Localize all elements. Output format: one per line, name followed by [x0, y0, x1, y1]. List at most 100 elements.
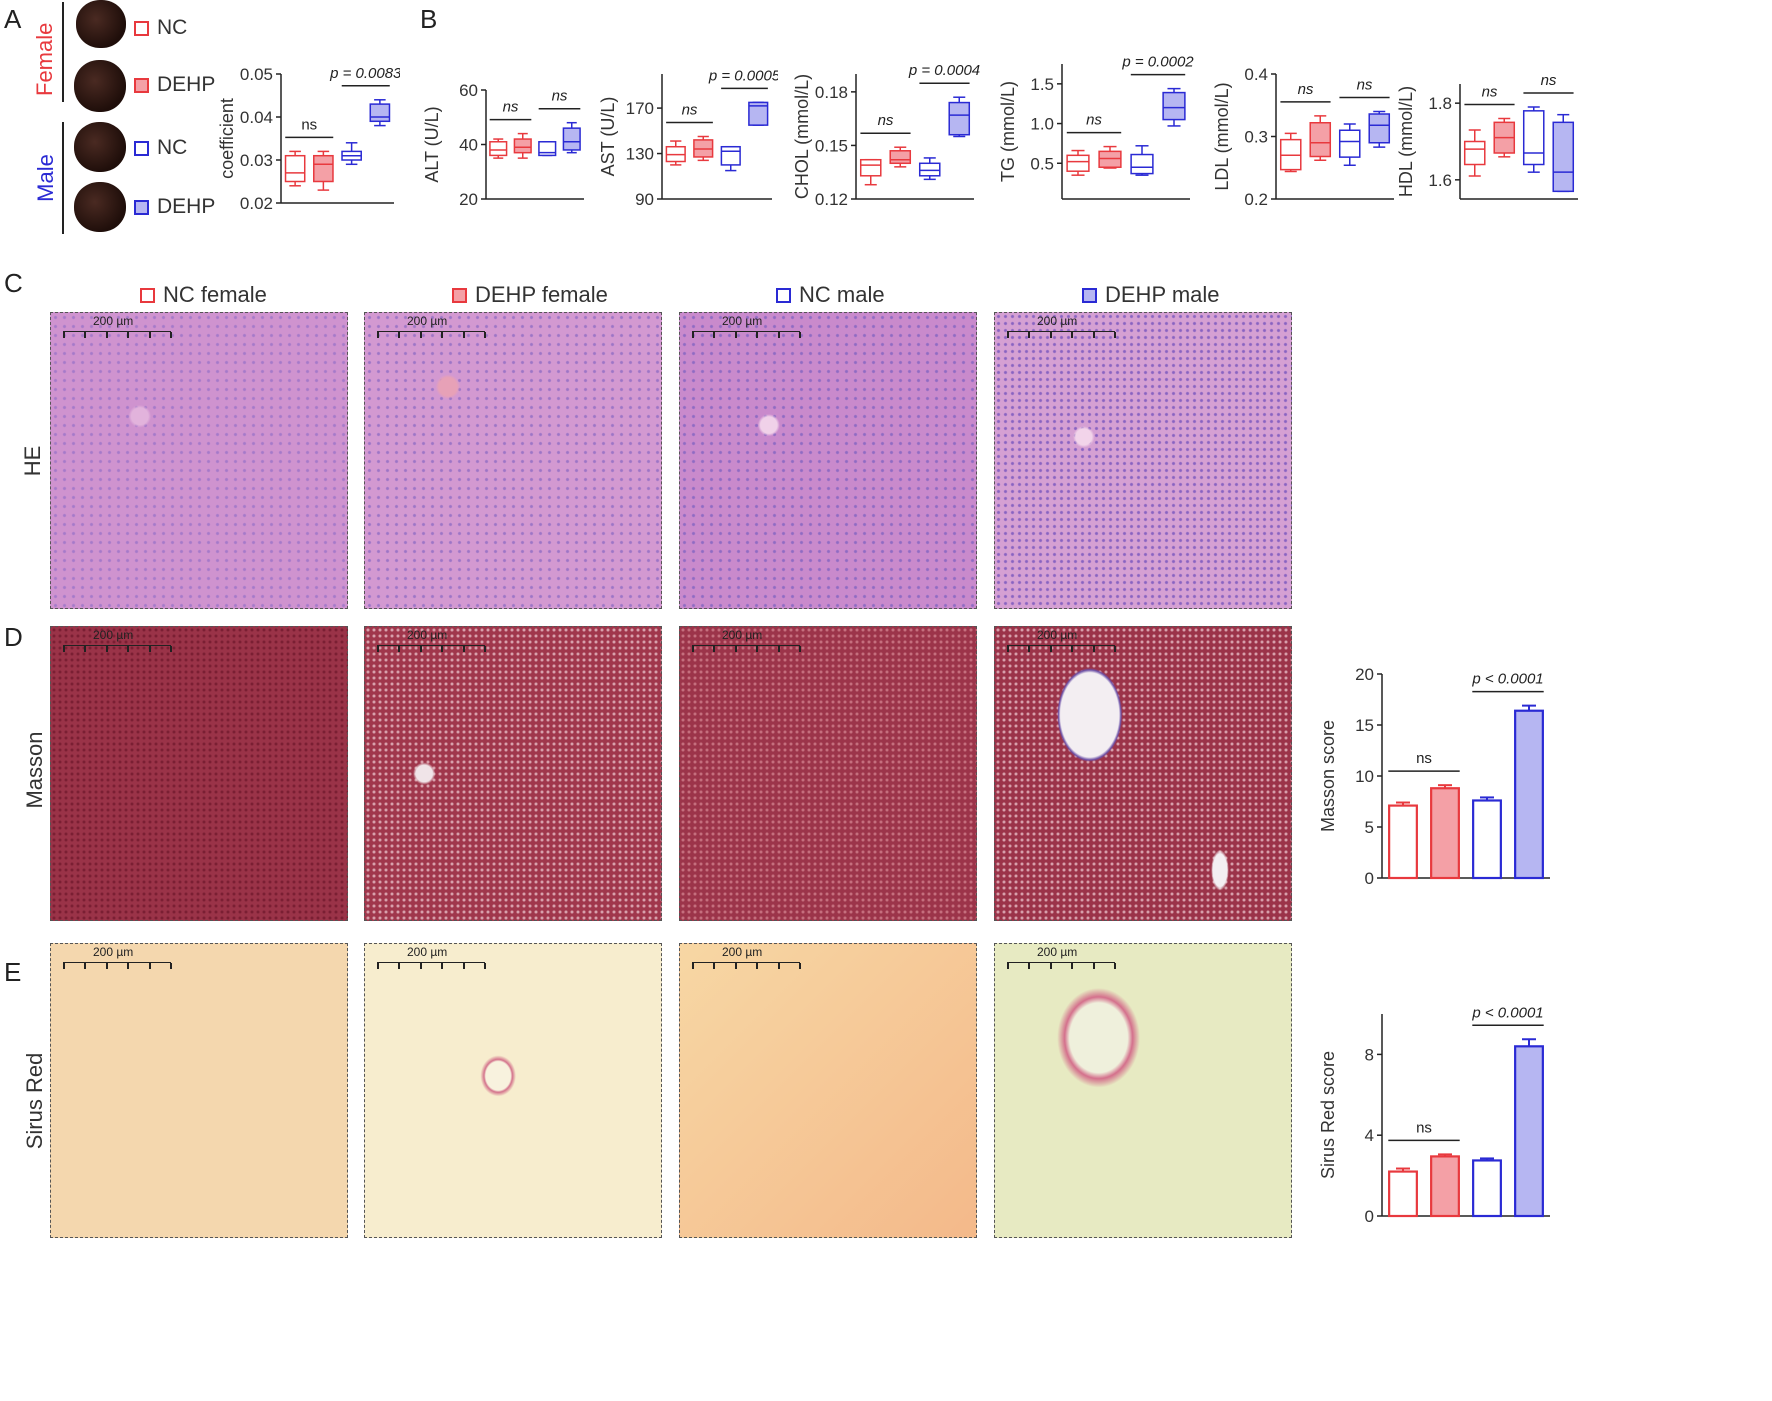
- y-tick-label: 0.15: [815, 136, 848, 155]
- legend-label: NC: [157, 136, 188, 159]
- significance-label: ns: [1541, 72, 1557, 89]
- y-tick-label: 1.6: [1428, 171, 1452, 190]
- y-tick-label: 0.05: [240, 65, 273, 84]
- female-label: Female: [32, 22, 57, 96]
- ast-box-chart: 90 130 170 AST (U/L) ns p = 0.0005: [598, 67, 778, 209]
- micrograph-sirus-nc-male: 200 µm: [679, 943, 977, 1238]
- micrograph-sirus-dehp-male: 200 µm: [994, 943, 1292, 1238]
- y-tick-label: 0.2: [1244, 190, 1268, 209]
- row-label-he: HE: [20, 445, 45, 477]
- scale-bar: 200 µm: [692, 945, 801, 973]
- significance-label: ns: [1416, 750, 1432, 767]
- box: [1522, 110, 1545, 166]
- micrograph-masson-nc-female: 200 µm: [50, 626, 348, 921]
- bar: [1514, 1045, 1544, 1218]
- significance-label: ns: [301, 116, 317, 133]
- scale-bar-label: 200 µm: [93, 945, 134, 959]
- panel-letter-a: A: [4, 4, 22, 34]
- micrograph-he-dehp-female: 200 µm: [364, 312, 662, 609]
- y-axis-label: AST (U/L): [598, 97, 618, 177]
- column-header-nc-female: NC female: [140, 282, 267, 308]
- y-tick-label: 0.3: [1244, 128, 1268, 147]
- y-tick-label: 60: [459, 81, 478, 100]
- micrograph-he-dehp-male: 200 µm: [994, 312, 1292, 609]
- legend-swatch: [140, 287, 155, 303]
- panel-letter-e: E: [4, 957, 22, 987]
- scale-bar-label: 200 µm: [93, 628, 134, 642]
- scale-bar-label: 200 µm: [1037, 945, 1078, 959]
- y-tick-label: 130: [626, 145, 654, 164]
- bar: [1472, 799, 1502, 880]
- legend-swatch: [1082, 287, 1097, 303]
- y-tick-label: 1.5: [1030, 75, 1054, 94]
- significance-label: ns: [682, 102, 698, 119]
- ldl-box-chart: 0.2 0.3 0.4 LDL (mmol/L) ns ns: [1212, 65, 1394, 209]
- scale-bar: 200 µm: [63, 945, 172, 973]
- legend-swatch: [776, 287, 791, 303]
- tg-box-chart: 0.5 1.0 1.5 TG (mmol/L) ns p = 0.0002: [998, 54, 1194, 200]
- legend-swatch: [134, 77, 149, 93]
- legend-male-dehp: DEHP: [134, 195, 215, 219]
- legend-female-nc: NC: [134, 16, 187, 40]
- scale-bar-label: 200 µm: [722, 314, 763, 328]
- legend-swatch: [134, 20, 149, 36]
- significance-label: ns: [1086, 112, 1102, 129]
- significance-label: ns: [552, 88, 568, 105]
- panel-letter-b: B: [420, 4, 438, 34]
- y-tick-label: 0.12: [815, 190, 848, 209]
- significance-label: ns: [1298, 81, 1314, 98]
- bar: [1430, 787, 1460, 880]
- sirus-red-score-bar-chart: 0 4 8 Sirus Red score ns p < 0.0001: [1318, 1004, 1550, 1226]
- y-axis-label: LDL (mmol/L): [1212, 82, 1232, 190]
- box: [313, 154, 334, 183]
- box: [1552, 121, 1575, 193]
- y-axis-label: HDL (mmol/L): [1396, 86, 1416, 197]
- box: [1338, 129, 1361, 158]
- scale-bar: 200 µm: [692, 314, 801, 342]
- scale-bar-label: 200 µm: [407, 945, 448, 959]
- y-tick-label: 90: [635, 190, 654, 209]
- box: [1130, 153, 1154, 175]
- female-bracket: [62, 2, 64, 102]
- y-tick-label: 8: [1365, 1045, 1374, 1064]
- micrograph-he-nc-female: 200 µm: [50, 312, 348, 609]
- box: [1066, 154, 1090, 172]
- scale-bar: 200 µm: [377, 945, 486, 973]
- y-axis-label: Sirus Red score: [1318, 1051, 1338, 1179]
- y-axis-label: TG (mmol/L): [998, 81, 1018, 182]
- box: [489, 141, 508, 157]
- significance-label: p < 0.0001: [1471, 1004, 1543, 1021]
- significance-label: p = 0.0004: [908, 62, 980, 79]
- y-tick-label: 1.8: [1428, 94, 1452, 113]
- scale-bar: 200 µm: [1007, 314, 1116, 342]
- scale-bar-label: 200 µm: [93, 314, 134, 328]
- y-tick-label: 15: [1355, 716, 1374, 735]
- micrograph-masson-dehp-male: 200 µm: [994, 626, 1292, 921]
- masson-score-bar-chart: 0 5 10 15 20 Masson score ns p < 0.0001: [1318, 665, 1550, 888]
- y-tick-label: 4: [1365, 1126, 1374, 1145]
- alt-box-chart: 20 40 60 ALT (U/L) ns ns: [422, 81, 584, 209]
- liver-photo-female-dehp: [74, 60, 126, 112]
- y-tick-label: 0.02: [240, 194, 273, 213]
- liver-photo-male-dehp: [74, 182, 126, 232]
- box: [1162, 91, 1186, 121]
- y-tick-label: 5: [1365, 818, 1374, 837]
- y-tick-label: 40: [459, 136, 478, 155]
- box: [1098, 150, 1122, 168]
- box: [1368, 113, 1391, 144]
- micrograph-sirus-nc-female: 200 µm: [50, 943, 348, 1238]
- significance-label: p = 0.0002: [1121, 54, 1194, 71]
- box: [369, 103, 391, 123]
- legend-female-dehp: DEHP: [134, 73, 215, 97]
- legend-label: DEHP: [157, 73, 216, 96]
- y-axis-label: Masson score: [1318, 720, 1338, 832]
- column-header-label: NC female: [163, 282, 267, 307]
- scale-bar-label: 200 µm: [1037, 314, 1078, 328]
- significance-label: p < 0.0001: [1471, 671, 1543, 688]
- box: [1309, 122, 1332, 158]
- scale-bar-label: 200 µm: [407, 628, 448, 642]
- liver-photo-female-nc: [76, 0, 126, 48]
- legend-label: DEHP: [157, 195, 216, 218]
- y-tick-label: 0.04: [240, 108, 273, 127]
